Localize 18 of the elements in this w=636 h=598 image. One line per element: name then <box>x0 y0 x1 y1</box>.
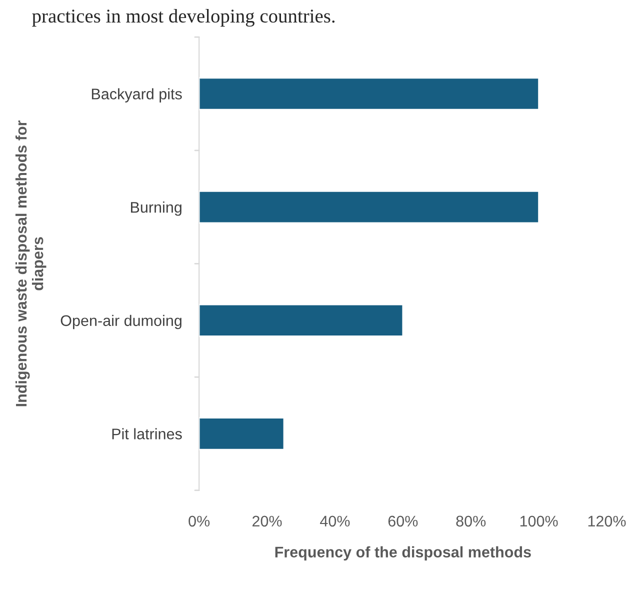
bar <box>199 190 540 224</box>
x-tick-label: 40% <box>320 516 350 527</box>
x-tick-label: 80% <box>456 516 486 527</box>
x-tick-label: 100% <box>520 516 558 527</box>
x-tick-label: 60% <box>388 516 418 527</box>
bar <box>199 77 540 110</box>
y-tick-label: Backyard pits <box>92 88 182 102</box>
bar <box>199 304 404 337</box>
x-axis-title: Frequency of the disposal methods <box>275 546 531 561</box>
y-tick-label: Open-air dumoing <box>60 314 182 330</box>
y-axis-title: Indigenous waste disposal methods for diapers <box>15 120 46 406</box>
y-tick-label: Burning <box>131 202 182 216</box>
x-tick-label: 0% <box>188 516 210 527</box>
x-tick-label: 120% <box>588 516 626 527</box>
text: practices in most developing countries. <box>32 8 335 27</box>
bar <box>199 417 285 450</box>
x-tick-label: 20% <box>252 516 282 527</box>
y-tick-label: Pit latrines <box>112 428 182 440</box>
